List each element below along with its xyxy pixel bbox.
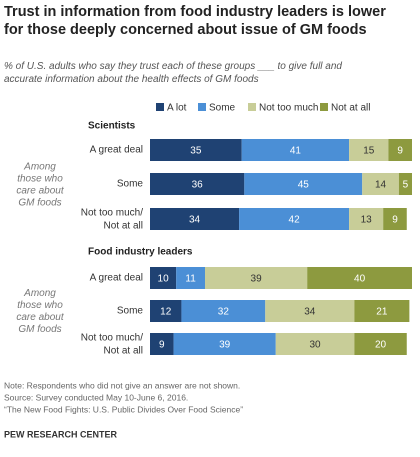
- value-label: 21: [376, 307, 388, 318]
- value-label: 42: [289, 215, 301, 226]
- value-label: 5: [403, 180, 409, 191]
- bar-segment: [354, 300, 410, 322]
- value-label: 12: [160, 307, 172, 318]
- value-label: 9: [397, 146, 403, 157]
- bar-segment: [244, 173, 363, 195]
- value-label: 20: [375, 340, 387, 351]
- bar-segment: [150, 173, 245, 195]
- category-label: A great deal: [90, 273, 143, 284]
- value-label: 9: [159, 340, 165, 351]
- source-org: PEW RESEARCH CENTER: [4, 429, 118, 439]
- bar-segment: [150, 333, 174, 355]
- category-label: Not too much/Not at all: [81, 332, 143, 356]
- value-label: 32: [218, 307, 230, 318]
- legend-swatch: [198, 103, 206, 111]
- value-label: 34: [189, 215, 201, 226]
- value-label: 41: [290, 146, 302, 157]
- group-label: Among those who care about GM foods: [16, 288, 64, 335]
- legend-swatch: [156, 103, 164, 111]
- legend-label: A lot: [167, 103, 187, 114]
- legend-label: Not at all: [331, 103, 370, 114]
- category-label: Some: [117, 306, 144, 317]
- value-label: 13: [361, 215, 373, 226]
- bar-segment: [150, 300, 182, 322]
- value-label: 14: [375, 180, 387, 191]
- bar-segment: [275, 333, 355, 355]
- value-label: 45: [298, 180, 310, 191]
- legend-swatch: [320, 103, 328, 111]
- note: “The New Food Fights: U.S. Public Divide…: [4, 404, 243, 414]
- bar-segment: [173, 333, 276, 355]
- category-label: Not too much/Not at all: [81, 207, 143, 231]
- value-label: 9: [392, 215, 398, 226]
- value-label: 15: [363, 146, 375, 157]
- value-label: 36: [192, 180, 204, 191]
- value-label: 34: [304, 307, 316, 318]
- group-label: Among those who care about GM foods: [16, 161, 64, 208]
- bar-segment: [383, 208, 407, 230]
- note: Note: Respondents who did not give an an…: [4, 380, 240, 390]
- legend-swatch: [248, 103, 256, 111]
- bar-segment: [307, 267, 412, 289]
- value-label: 35: [190, 146, 202, 157]
- chart-title: Trust in information from food industry …: [4, 4, 386, 38]
- bar-segment: [205, 267, 308, 289]
- value-label: 10: [158, 274, 170, 285]
- bar-segment: [150, 139, 242, 161]
- legend-label: Not too much: [259, 103, 318, 114]
- bar-segment: [239, 208, 350, 230]
- panel-title: Scientists: [88, 121, 136, 132]
- bar-segment: [265, 300, 355, 322]
- bar-segment: [176, 267, 206, 289]
- chart-subtitle: % of U.S. adults who say they trust each…: [4, 61, 342, 85]
- bar-segment: [349, 139, 389, 161]
- bar-segment: [150, 267, 177, 289]
- value-label: 39: [251, 274, 263, 285]
- value-label: 40: [354, 274, 366, 285]
- bar-segment: [362, 173, 399, 195]
- value-label: 39: [219, 340, 231, 351]
- legend-label: Some: [209, 103, 236, 114]
- bar-segment: [354, 333, 407, 355]
- bar-segment: [241, 139, 350, 161]
- bar-segment: [388, 139, 412, 161]
- value-label: 30: [309, 340, 321, 351]
- note: Source: Survey conducted May 10-June 6, …: [4, 392, 188, 402]
- category-label: Some: [117, 179, 144, 190]
- bar-segment: [150, 208, 240, 230]
- value-label: 11: [185, 274, 196, 285]
- panel-title: Food industry leaders: [88, 247, 193, 258]
- bar-segment: [398, 173, 412, 195]
- bar-segment: [181, 300, 266, 322]
- category-label: A great deal: [90, 145, 143, 156]
- bar-segment: [349, 208, 384, 230]
